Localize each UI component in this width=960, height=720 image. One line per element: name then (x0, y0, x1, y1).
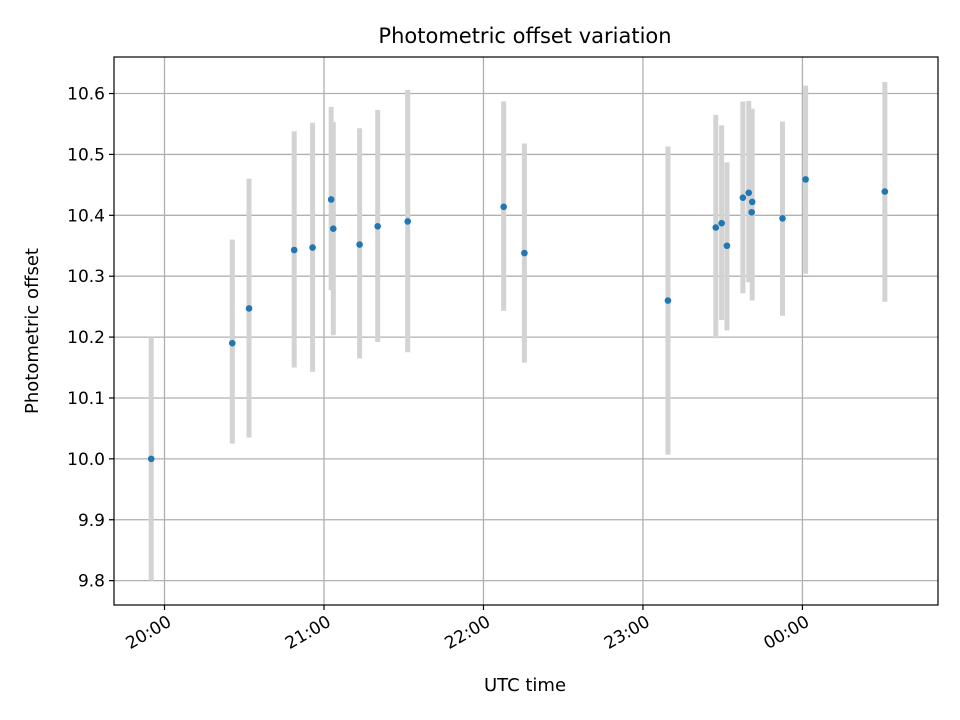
y-tick-label: 9.9 (78, 511, 105, 531)
plot-frame (113, 56, 939, 606)
y-tick-label: 10.5 (67, 145, 105, 165)
data-point (881, 188, 889, 195)
data-point (374, 222, 381, 230)
data-point (664, 297, 672, 304)
data-point (779, 215, 786, 222)
y-axis-ticks: 9.8 9.9 10.0 10.1 10.2 10.3 10.4 10.5 10.6 (67, 85, 114, 592)
x-axis-label: UTC time (484, 675, 566, 696)
data-point (723, 242, 731, 250)
data-point (748, 198, 756, 206)
data-point (712, 224, 720, 231)
y-tick-label: 10.2 (67, 328, 105, 348)
data-point (228, 339, 236, 347)
data-point (745, 189, 753, 197)
data-point (802, 176, 809, 183)
y-tick-label: 10.6 (67, 85, 105, 105)
data-point (404, 218, 412, 225)
data-points (147, 176, 889, 463)
data-point (739, 194, 747, 201)
data-point (147, 455, 155, 463)
data-point (748, 208, 755, 216)
y-tick-label: 10.1 (67, 389, 105, 409)
data-point (356, 241, 363, 248)
data-point (245, 305, 253, 312)
data-point (290, 246, 298, 254)
y-tick-label: 10.3 (67, 267, 105, 287)
data-point (500, 203, 507, 211)
chart-title: Photometric offset variation (378, 24, 671, 48)
data-point (329, 225, 337, 233)
y-tick-label: 10.4 (67, 206, 105, 226)
y-axis-label: Photometric offset (22, 248, 43, 414)
data-point (718, 219, 725, 227)
y-tick-label: 10.0 (67, 450, 105, 470)
y-tick-label: 9.8 (78, 572, 105, 592)
data-point (327, 196, 335, 203)
data-point (521, 249, 528, 257)
data-point (309, 244, 316, 251)
